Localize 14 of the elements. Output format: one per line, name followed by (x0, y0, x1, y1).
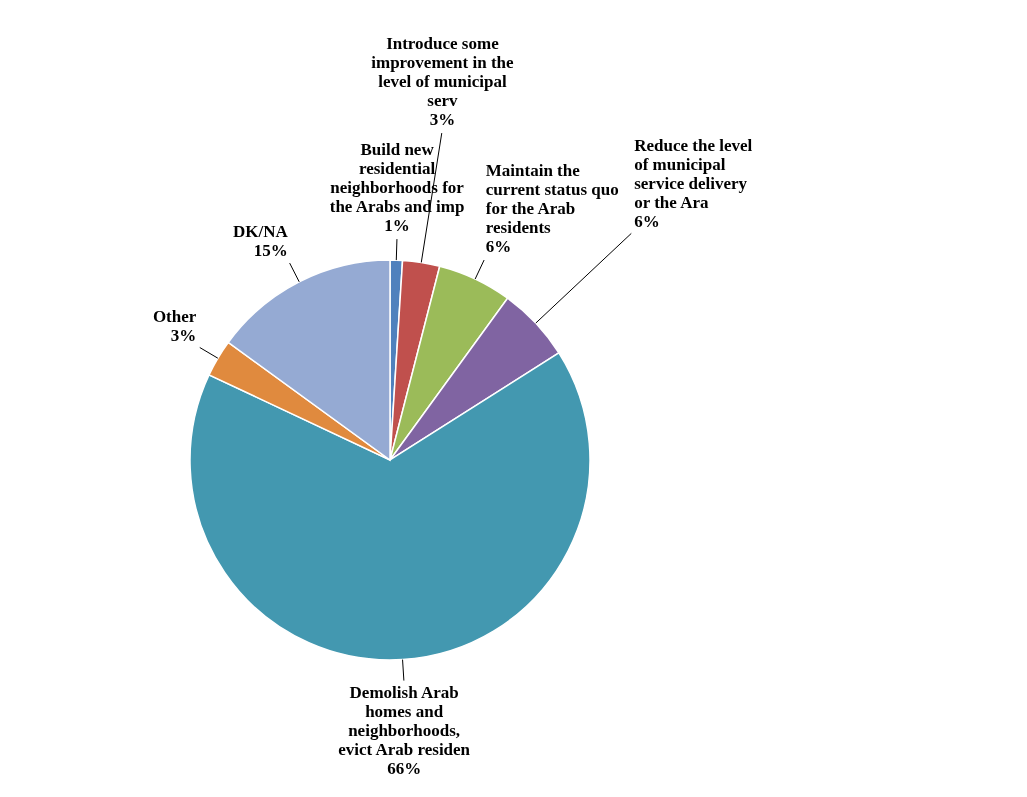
data-label: 6% (634, 211, 660, 231)
data-label: 1% (384, 216, 410, 236)
data-label: 3% (170, 326, 197, 346)
data-label: 6% (485, 237, 512, 257)
slice-label: DK/NA (233, 221, 289, 241)
data-label: 66% (387, 758, 422, 778)
slice-label: Other (152, 307, 197, 327)
slice-label: Demolish Arab homes and neighborhoods, evict Arab residen (338, 682, 471, 759)
slice-label: Build new residential neighborhoods for the Arabs and imp (329, 140, 465, 217)
slice-label: Maintain the current status quo for the Arab residents (485, 161, 619, 238)
slice-label: Reduce the level of municipal service delivery or the Ara (634, 135, 753, 212)
data-label: 15% (253, 240, 288, 260)
slice-label: Introduce some improvement in the level of municipal serv (371, 34, 514, 111)
data-label: 3% (429, 110, 456, 130)
